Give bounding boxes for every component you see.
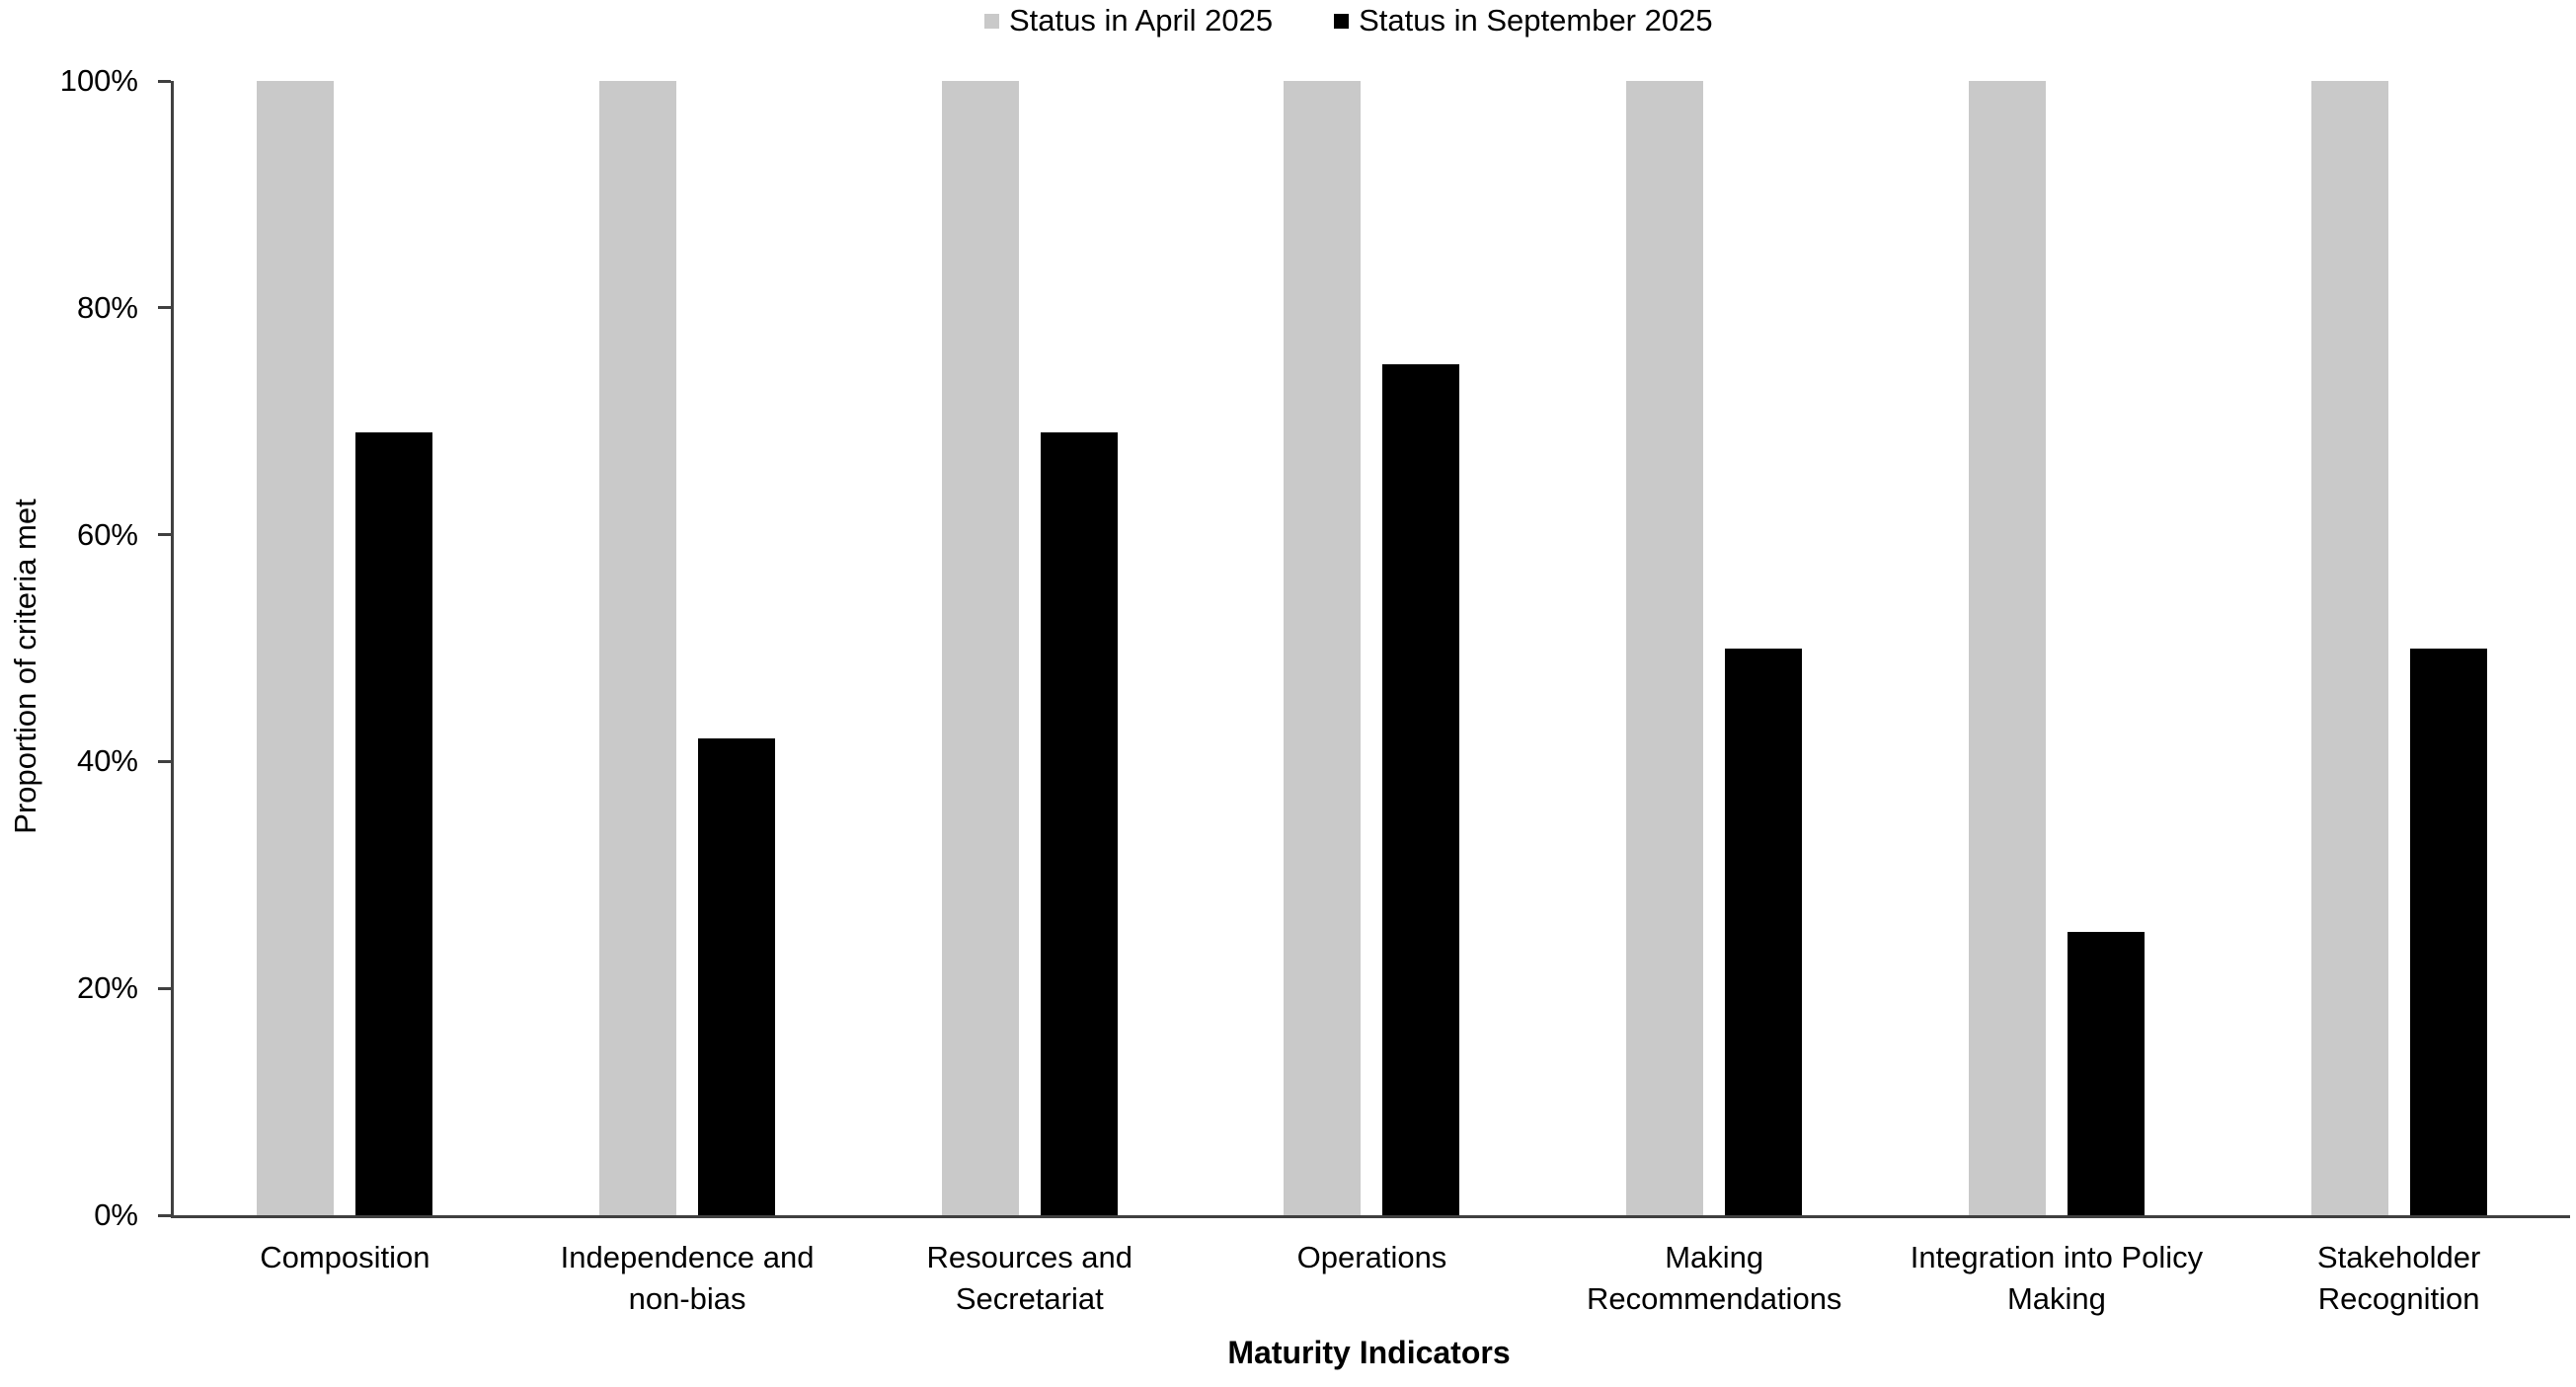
category-label-stakeholder-recognition: Stakeholder Recognition <box>2316 1240 2481 1316</box>
bar-status-in-april-2025-making-recommendations <box>1626 81 1704 1215</box>
legend-swatch-icon <box>984 13 999 29</box>
category-label-integration-into-policy-making: Integration into Policy Making <box>1910 1240 2204 1316</box>
y-tick-mark <box>158 1213 171 1217</box>
x-axis-title: Maturity Indicators <box>1227 1335 1511 1370</box>
bar-group-integration-into-policy-making <box>1886 81 2228 1215</box>
bar-status-in-september-2025-making-recommendations <box>1725 648 1803 1215</box>
category-label-operations: Operations <box>1296 1240 1447 1274</box>
category-label-composition: Composition <box>260 1240 430 1274</box>
bar-group-making-recommendations <box>1543 81 1886 1215</box>
legend-item-status-in-september-2025: Status in September 2025 <box>1334 2 1713 39</box>
bar-status-in-september-2025-resources-and-secretariat <box>1040 432 1118 1215</box>
bar-status-in-september-2025-integration-into-policy-making <box>2067 931 2145 1215</box>
y-tick-mark <box>158 759 171 763</box>
bar-status-in-september-2025-operations <box>1382 364 1460 1215</box>
y-tick-label: 0% <box>94 1197 138 1232</box>
bar-group-independence-and-non-bias <box>516 81 859 1215</box>
y-tick-label: 80% <box>76 289 138 325</box>
legend-label: Status in September 2025 <box>1359 3 1713 38</box>
y-tick-label: 60% <box>76 516 138 552</box>
y-tick-mark <box>158 79 171 83</box>
y-tick-label: 100% <box>59 63 138 98</box>
bar-status-in-april-2025-operations <box>1284 81 1362 1215</box>
bar-status-in-september-2025-composition <box>355 432 433 1215</box>
bar-status-in-april-2025-independence-and-non-bias <box>599 81 677 1215</box>
legend-swatch-icon <box>1334 13 1350 29</box>
bar-group-resources-and-secretariat <box>858 81 1201 1215</box>
bar-group-composition <box>174 81 516 1215</box>
category-label-resources-and-secretariat: Resources and Secretariat <box>926 1240 1133 1316</box>
chart-legend: Status in April 2025 Status in September … <box>984 2 1713 39</box>
y-tick-label: 20% <box>76 970 138 1006</box>
bar-group-stakeholder-recognition <box>2227 81 2570 1215</box>
bar-group-operations <box>1201 81 1543 1215</box>
y-tick-mark <box>158 533 171 537</box>
bar-status-in-april-2025-resources-and-secretariat <box>941 81 1019 1215</box>
legend-item-status-in-april-2025: Status in April 2025 <box>984 2 1273 39</box>
plot-area: 0% 20% 40% 60% 80% 100% Composition Independenc… <box>60 63 2570 1316</box>
bar-status-in-september-2025-independence-and-non-bias <box>698 738 776 1215</box>
y-tick-mark <box>158 986 171 990</box>
y-tick-mark <box>158 306 171 310</box>
bar-status-in-september-2025-stakeholder-recognition <box>2409 648 2487 1215</box>
y-tick-label: 40% <box>76 743 138 779</box>
bar-status-in-april-2025-integration-into-policy-making <box>1968 81 2046 1215</box>
category-label-making-recommendations: Making Recommendations <box>1586 1240 1842 1316</box>
bar-status-in-april-2025-composition <box>257 81 335 1215</box>
legend-label: Status in April 2025 <box>1009 3 1274 38</box>
bar-status-in-april-2025-stakeholder-recognition <box>2310 81 2388 1215</box>
category-label-independence-and-non-bias: Independence and non-bias <box>560 1240 815 1316</box>
